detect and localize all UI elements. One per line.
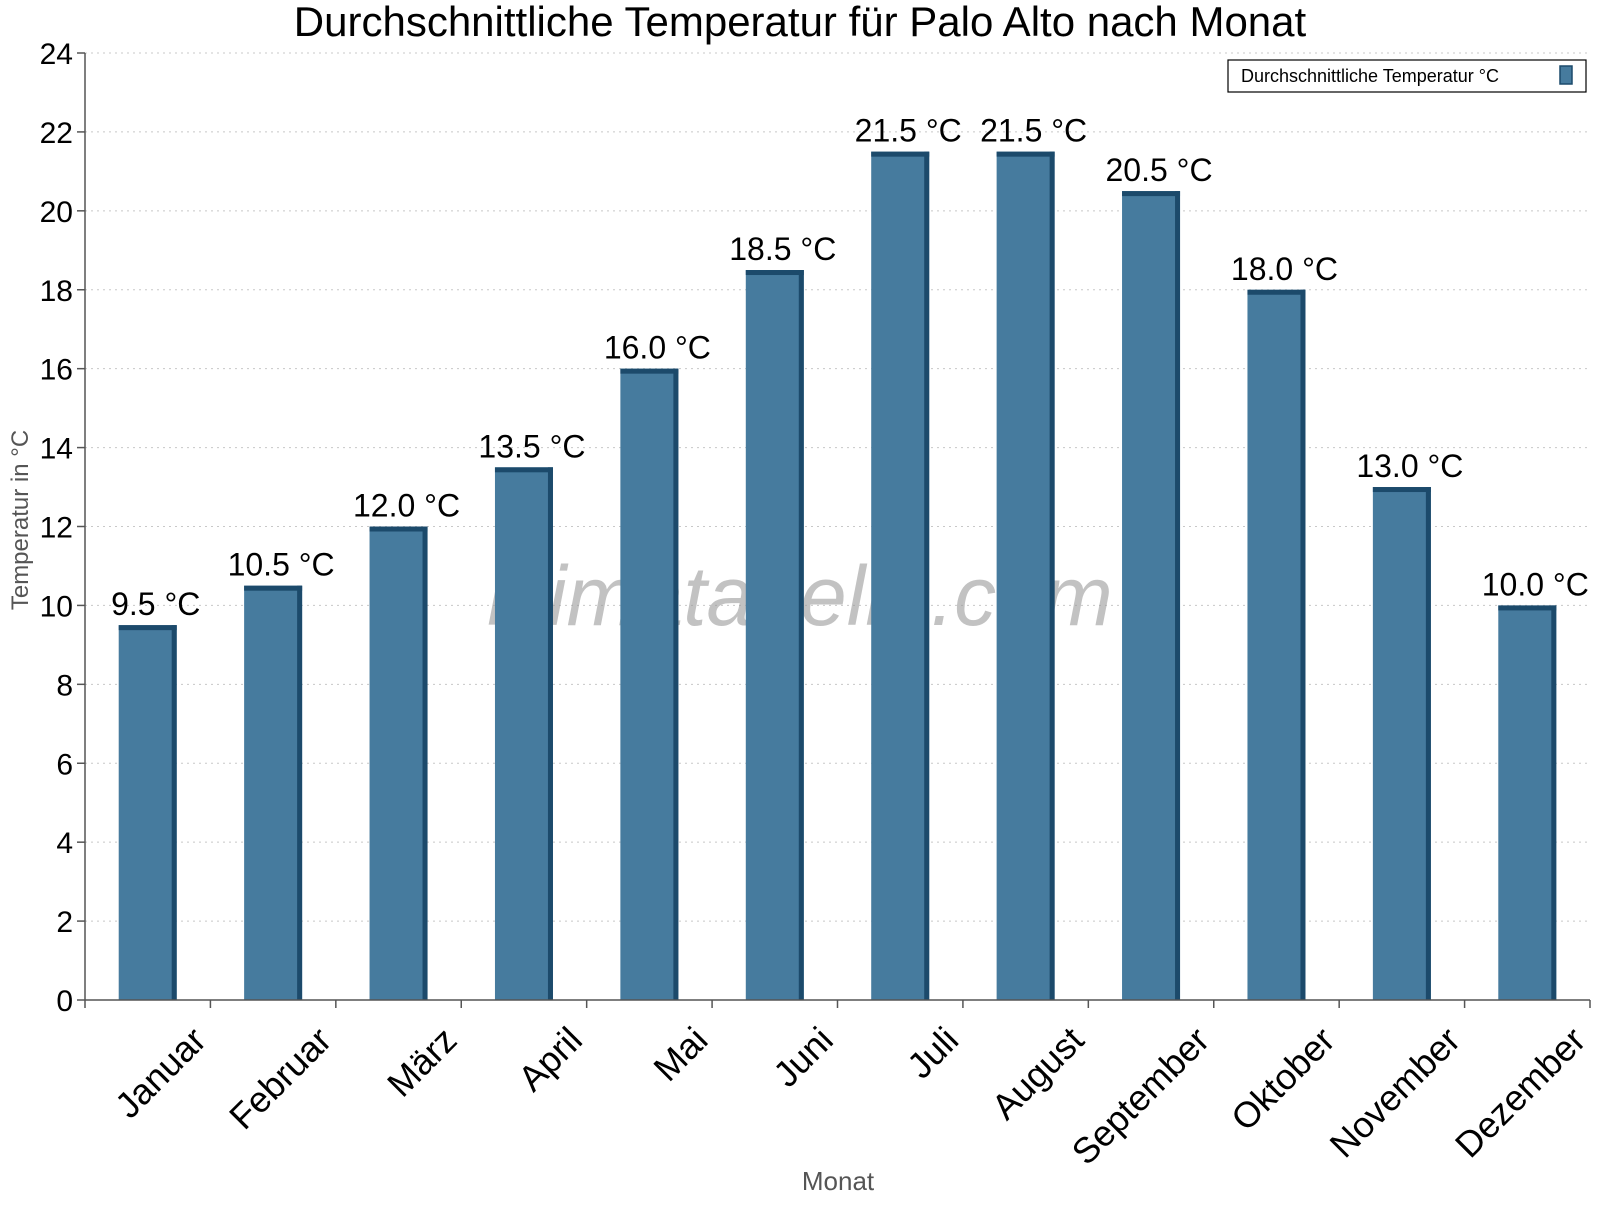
bar <box>1498 605 1557 1000</box>
data-label: 18.0 °C <box>1231 251 1338 287</box>
data-label: 13.0 °C <box>1356 448 1463 484</box>
y-tick-label: 16 <box>40 354 73 387</box>
y-tick-label: 4 <box>56 827 73 860</box>
bar-group: 21.5 °C <box>855 113 962 1001</box>
bar-group: 16.0 °C <box>604 330 711 1001</box>
bar <box>494 467 553 1000</box>
bar <box>118 625 177 1000</box>
bar-group: 13.0 °C <box>1356 448 1463 1001</box>
bar-top <box>369 526 428 532</box>
data-label: 18.5 °C <box>729 231 836 267</box>
bar-side <box>422 526 428 1000</box>
x-tick-label: November <box>1321 1019 1467 1165</box>
y-tick-label: 0 <box>56 985 73 1018</box>
y-tick-label: 2 <box>56 906 73 939</box>
x-axis-label: Monat <box>802 1166 875 1196</box>
bar-group: 13.5 °C <box>478 428 585 1000</box>
grid-lines <box>85 52 1590 922</box>
legend-swatch <box>1559 65 1573 85</box>
bar-side <box>798 270 804 1000</box>
bar-top <box>244 585 303 591</box>
bar-side <box>547 467 553 1000</box>
bar-side <box>297 585 303 1000</box>
y-tick-label: 12 <box>40 512 73 545</box>
x-tick-label: August <box>983 1019 1091 1127</box>
y-tick-label: 14 <box>40 433 73 466</box>
bar <box>1247 289 1306 1000</box>
bar-group: 18.5 °C <box>729 231 836 1000</box>
bar <box>745 270 804 1000</box>
bar-side <box>1551 605 1557 1000</box>
bar <box>369 526 428 1000</box>
bar-top <box>1498 605 1557 611</box>
data-label: 10.5 °C <box>228 547 335 583</box>
y-tick-label: 24 <box>40 38 73 71</box>
bar-side <box>1300 289 1306 1000</box>
y-tick-label: 20 <box>40 196 73 229</box>
bar-side <box>1425 487 1431 1001</box>
bar-side <box>171 625 177 1000</box>
x-tick-label: Februar <box>221 1019 339 1137</box>
x-tick-label: Juli <box>899 1019 966 1086</box>
x-tick-label: März <box>379 1019 465 1105</box>
x-tick-label: Mai <box>645 1019 715 1089</box>
bar-top <box>996 151 1055 157</box>
x-tick-label: Oktober <box>1223 1019 1343 1139</box>
bar-group: 9.5 °C <box>111 586 200 1000</box>
bar-top <box>1247 289 1306 295</box>
data-label: 12.0 °C <box>353 488 460 524</box>
bar-side <box>1175 191 1181 1000</box>
data-label: 9.5 °C <box>111 586 200 622</box>
y-axis-label: Temperatur in °C <box>7 430 34 610</box>
bars: 9.5 °C 10.5 °C 12.0 °C 13.5 °C 16.0 °C 18.5 °… <box>111 113 1589 1001</box>
bar-top <box>1122 191 1181 197</box>
bar <box>1122 191 1181 1000</box>
legend-box <box>1227 59 1587 93</box>
bar-group: 10.0 °C <box>1482 566 1589 1000</box>
y-tick-label: 6 <box>56 748 73 781</box>
x-tick-label: September <box>1064 1019 1218 1173</box>
bar-side <box>673 368 679 1001</box>
bar-top <box>871 151 930 157</box>
bar-group: 12.0 °C <box>353 488 460 1000</box>
data-label: 20.5 °C <box>1106 152 1213 188</box>
bar-side <box>924 151 930 1001</box>
bar-top <box>1372 487 1431 493</box>
bar-top <box>118 625 177 631</box>
bar <box>244 585 303 1000</box>
bar-group: 18.0 °C <box>1231 251 1338 1000</box>
bar-top <box>494 467 553 473</box>
bar-group: 10.5 °C <box>228 547 335 1000</box>
legend: Durchschnittliche Temperatur °C <box>1227 59 1587 93</box>
legend-label: Durchschnittliche Temperatur °C <box>1241 66 1499 86</box>
y-tick-label: 22 <box>40 117 73 150</box>
bar-top <box>745 270 804 276</box>
bar <box>871 151 930 1001</box>
bar-top <box>620 368 679 374</box>
y-tick-label: 8 <box>56 669 73 702</box>
data-label: 21.5 °C <box>855 113 962 149</box>
y-tick-label: 18 <box>40 275 73 308</box>
chart-title: Durchschnittliche Temperatur für Palo Al… <box>294 0 1307 45</box>
x-tick-label: Januar <box>107 1019 214 1126</box>
data-label: 16.0 °C <box>604 330 711 366</box>
bar <box>620 368 679 1001</box>
data-label: 21.5 °C <box>980 113 1087 149</box>
y-tick-label: 10 <box>40 590 73 623</box>
x-tick-label: Dezember <box>1447 1019 1593 1165</box>
x-tick-label: April <box>510 1019 590 1099</box>
bar <box>1372 487 1431 1001</box>
data-label: 13.5 °C <box>478 428 585 464</box>
bar-group: 20.5 °C <box>1106 152 1213 1000</box>
bar-side <box>1049 151 1055 1001</box>
data-label: 10.0 °C <box>1482 566 1589 602</box>
bar <box>996 151 1055 1001</box>
x-tick-label: Juni <box>765 1019 841 1095</box>
bar-group: 21.5 °C <box>980 113 1087 1001</box>
